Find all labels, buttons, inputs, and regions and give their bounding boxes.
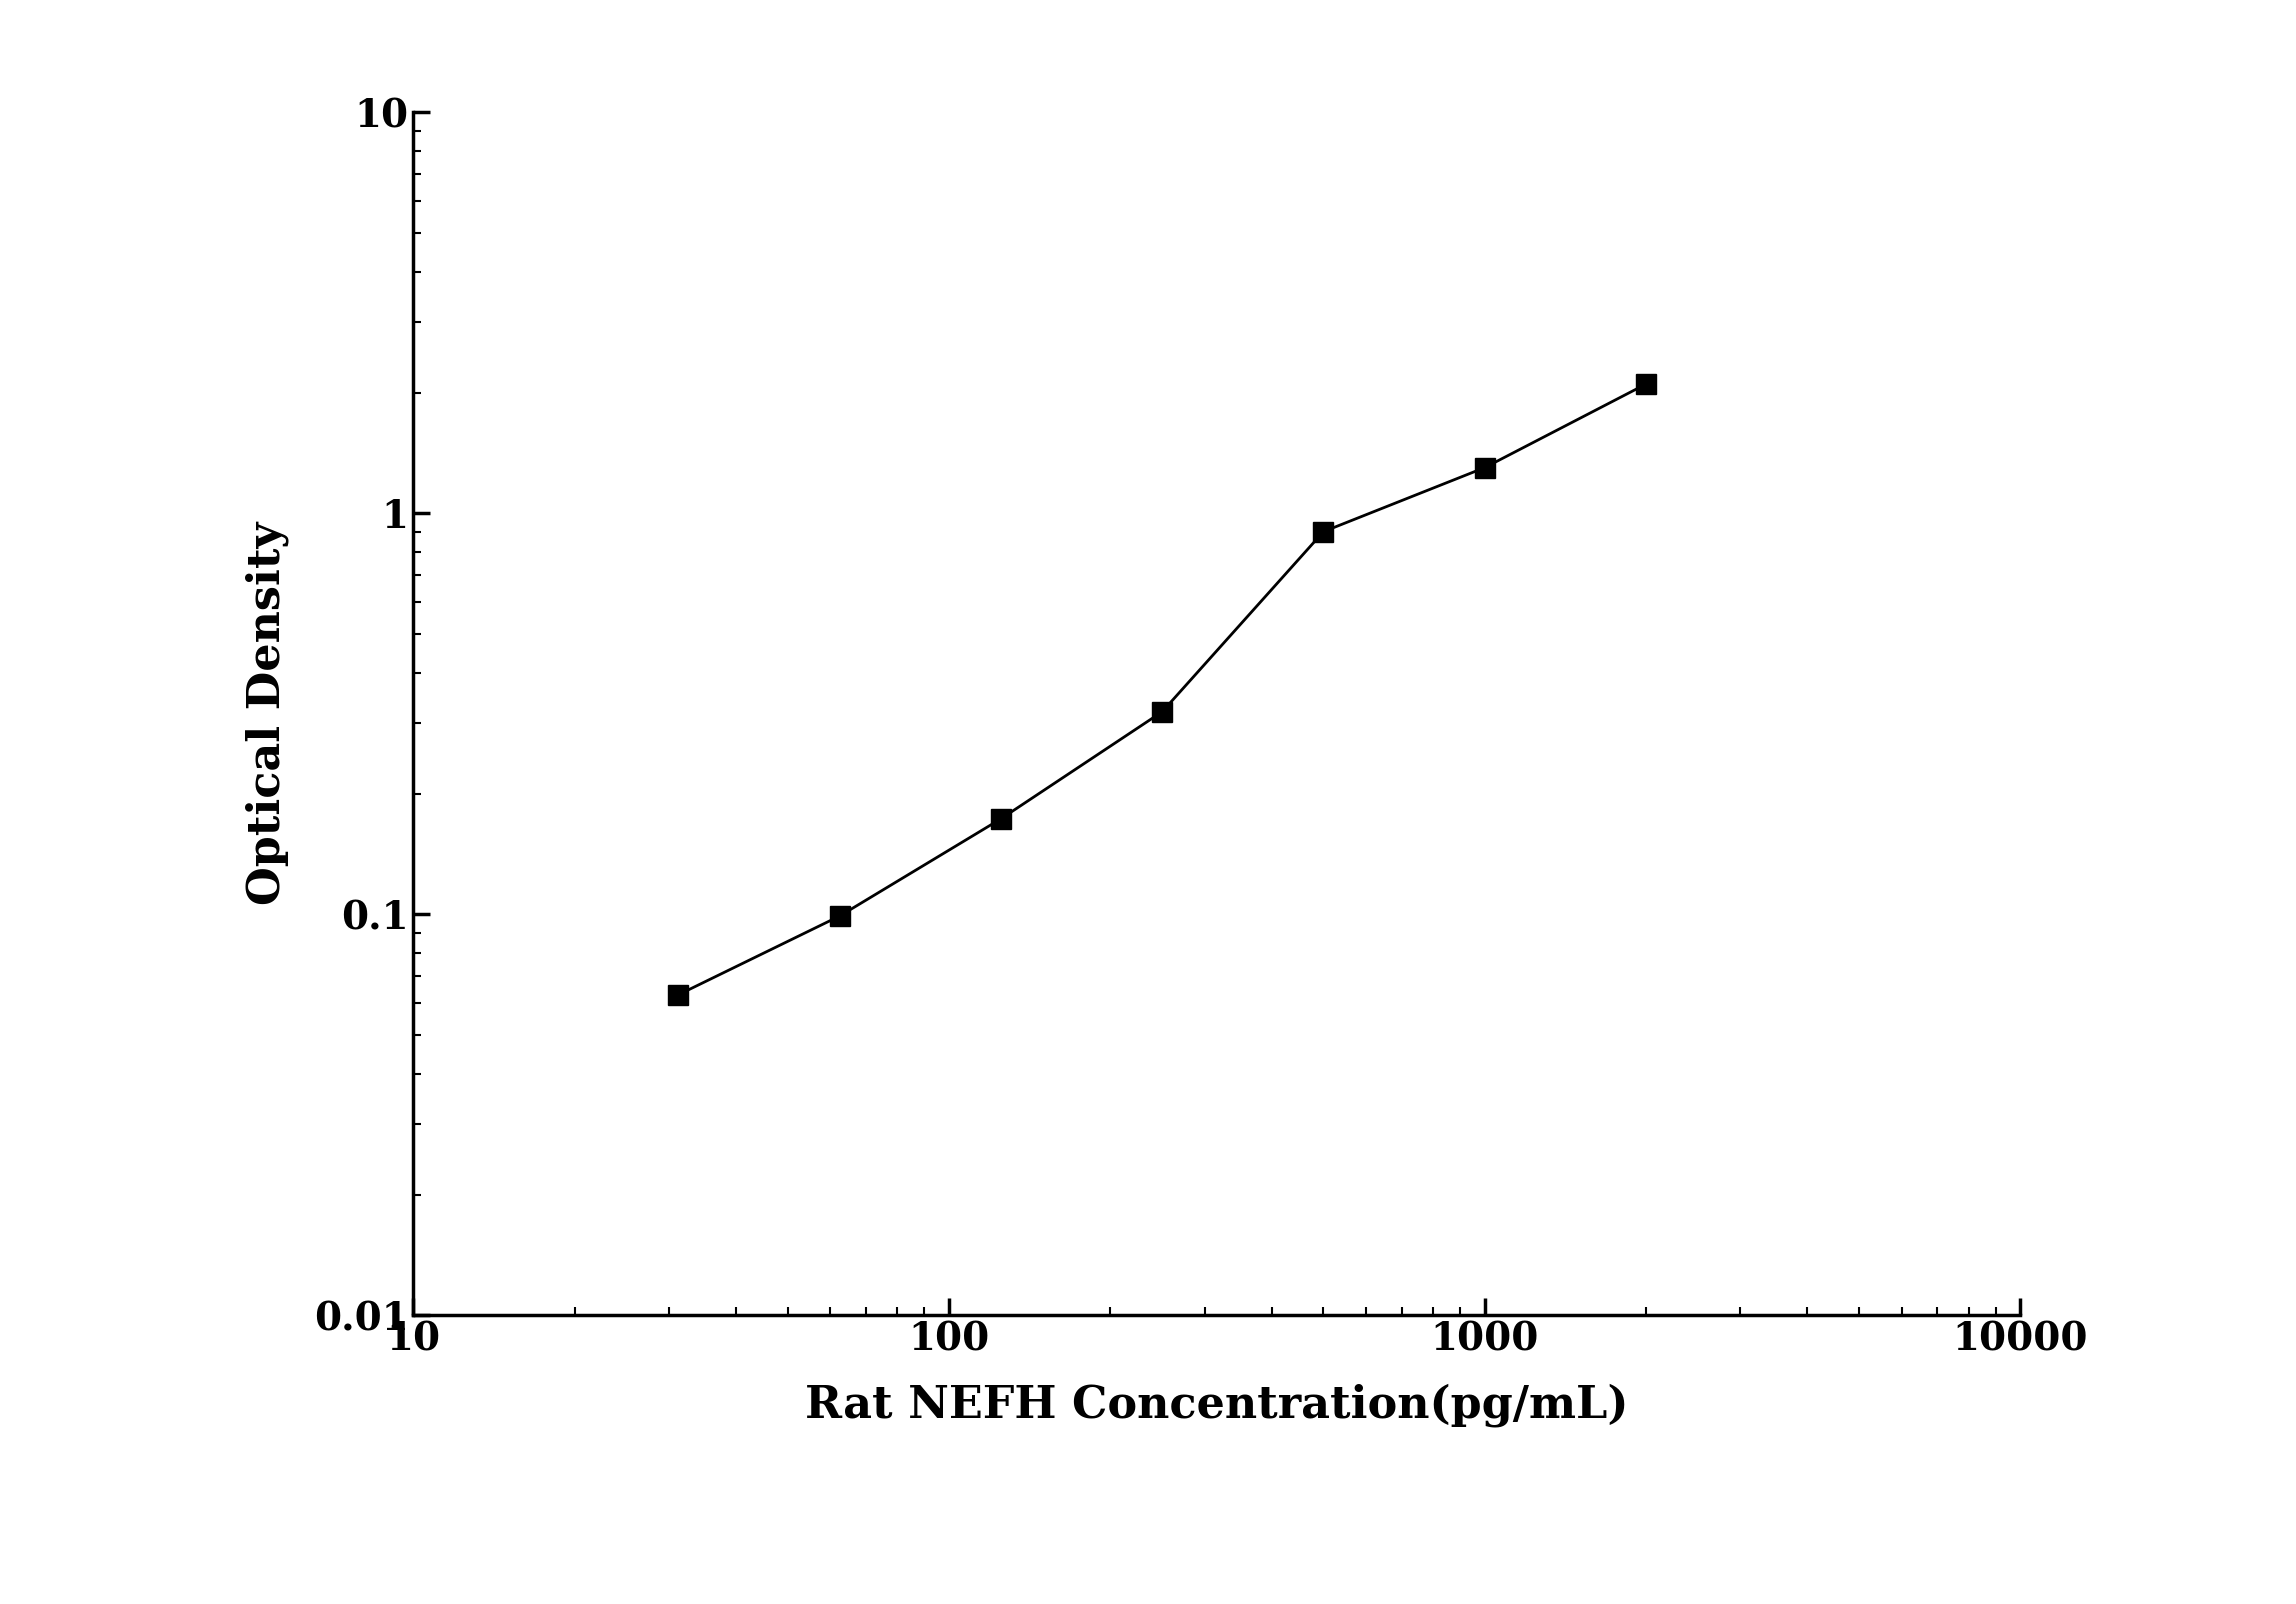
Y-axis label: Optical Density: Optical Density (246, 523, 289, 905)
X-axis label: Rat NEFH Concentration(pg/mL): Rat NEFH Concentration(pg/mL) (806, 1383, 1628, 1428)
